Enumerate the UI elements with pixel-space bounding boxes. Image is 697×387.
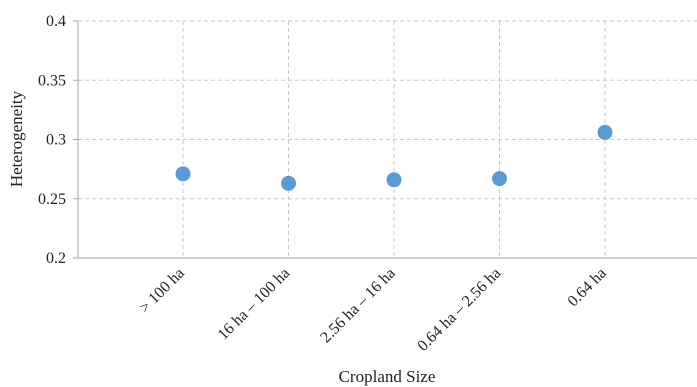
y-tick-labels: 0.2 0.25 0.3 0.35 0.4 [38,13,66,267]
y-tick-label: 0.2 [46,250,66,267]
x-tick-labels: > 100 ha 16 ha – 100 ha 2.56 ha – 16 ha 0.6… [136,265,610,355]
y-tick-label: 0.4 [46,13,66,30]
x-tick-label: 0.64 ha [564,265,609,310]
data-point [386,172,402,188]
y-tick-label: 0.35 [38,72,66,89]
data-point [492,171,507,187]
data-point [175,166,191,182]
data-point [281,175,296,191]
grid-layer [78,20,697,258]
axis-layer [73,20,697,259]
y-tick-label: 0.25 [38,191,66,208]
data-point [597,124,613,140]
y-axis-title: Heterogeneity [7,90,26,187]
y-tick-label: 0.3 [46,132,66,149]
x-tick-label: 0.64 ha – 2.56 ha [414,265,504,355]
data-points [175,124,613,191]
x-tick-label: 16 ha – 100 ha [215,265,294,344]
x-tick-label: > 100 ha [136,265,188,317]
x-axis-title: Cropland Size [339,367,436,386]
x-tick-label: 2.56 ha – 16 ha [317,265,398,346]
